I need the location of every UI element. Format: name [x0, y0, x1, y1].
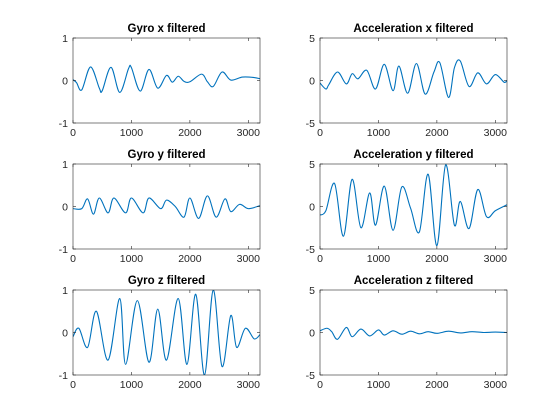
y-tick-label: 0 — [62, 76, 68, 88]
x-tick-label: 1000 — [120, 253, 144, 265]
subplot-title: Acceleration x filtered — [353, 23, 473, 35]
x-tick-label: 2000 — [178, 127, 202, 139]
y-tick-label: 0 — [309, 76, 315, 88]
y-tick-label: 5 — [309, 33, 315, 45]
series-line — [73, 64, 260, 94]
x-tick-label: 3000 — [484, 379, 508, 391]
x-tick-label: 2000 — [425, 379, 449, 391]
x-tick-label: 0 — [317, 253, 323, 265]
x-tick-label: 2000 — [425, 253, 449, 265]
subplot-title: Gyro x filtered — [128, 23, 206, 35]
subplot-title: Gyro y filtered — [128, 149, 206, 161]
x-tick-label: 0 — [70, 127, 76, 139]
x-tick-label: 2000 — [178, 253, 202, 265]
y-tick-label: 0 — [309, 202, 315, 214]
y-tick-label: -1 — [59, 370, 68, 382]
x-tick-label: 2000 — [425, 127, 449, 139]
y-tick-label: -5 — [306, 244, 315, 256]
y-tick-label: 1 — [62, 33, 68, 45]
x-tick-label: 0 — [317, 127, 323, 139]
y-tick-label: 0 — [62, 202, 68, 214]
y-tick-label: 0 — [62, 328, 68, 340]
series-line — [73, 290, 260, 375]
series-line — [320, 164, 507, 247]
y-tick-label: -1 — [59, 118, 68, 130]
series-line — [73, 195, 260, 219]
x-tick-label: 0 — [70, 379, 76, 391]
x-tick-label: 3000 — [237, 127, 261, 139]
subplot-title: Acceleration y filtered — [353, 149, 473, 161]
x-tick-label: 1000 — [367, 127, 391, 139]
y-tick-label: 5 — [309, 285, 315, 297]
y-tick-label: 5 — [309, 159, 315, 171]
x-tick-label: 0 — [70, 253, 76, 265]
x-tick-label: 3000 — [484, 127, 508, 139]
x-tick-label: 3000 — [484, 253, 508, 265]
x-tick-label: 3000 — [237, 379, 261, 391]
y-tick-label: -5 — [306, 118, 315, 130]
x-tick-label: 1000 — [367, 253, 391, 265]
x-tick-label: 1000 — [367, 379, 391, 391]
axes-box — [319, 37, 508, 124]
x-tick-label: 3000 — [237, 253, 261, 265]
series-line — [320, 59, 507, 99]
x-tick-label: 2000 — [178, 379, 202, 391]
x-tick-label: 1000 — [120, 379, 144, 391]
y-tick-label: 1 — [62, 285, 68, 297]
x-tick-label: 1000 — [120, 127, 144, 139]
y-tick-label: -1 — [59, 244, 68, 256]
y-tick-label: 0 — [309, 328, 315, 340]
y-tick-label: -5 — [306, 370, 315, 382]
series-line — [320, 326, 507, 340]
y-tick-label: 1 — [62, 159, 68, 171]
subplot-title: Acceleration z filtered — [354, 275, 474, 287]
axes-box — [72, 163, 261, 250]
subplot-title: Gyro z filtered — [128, 275, 205, 287]
x-tick-label: 0 — [317, 379, 323, 391]
